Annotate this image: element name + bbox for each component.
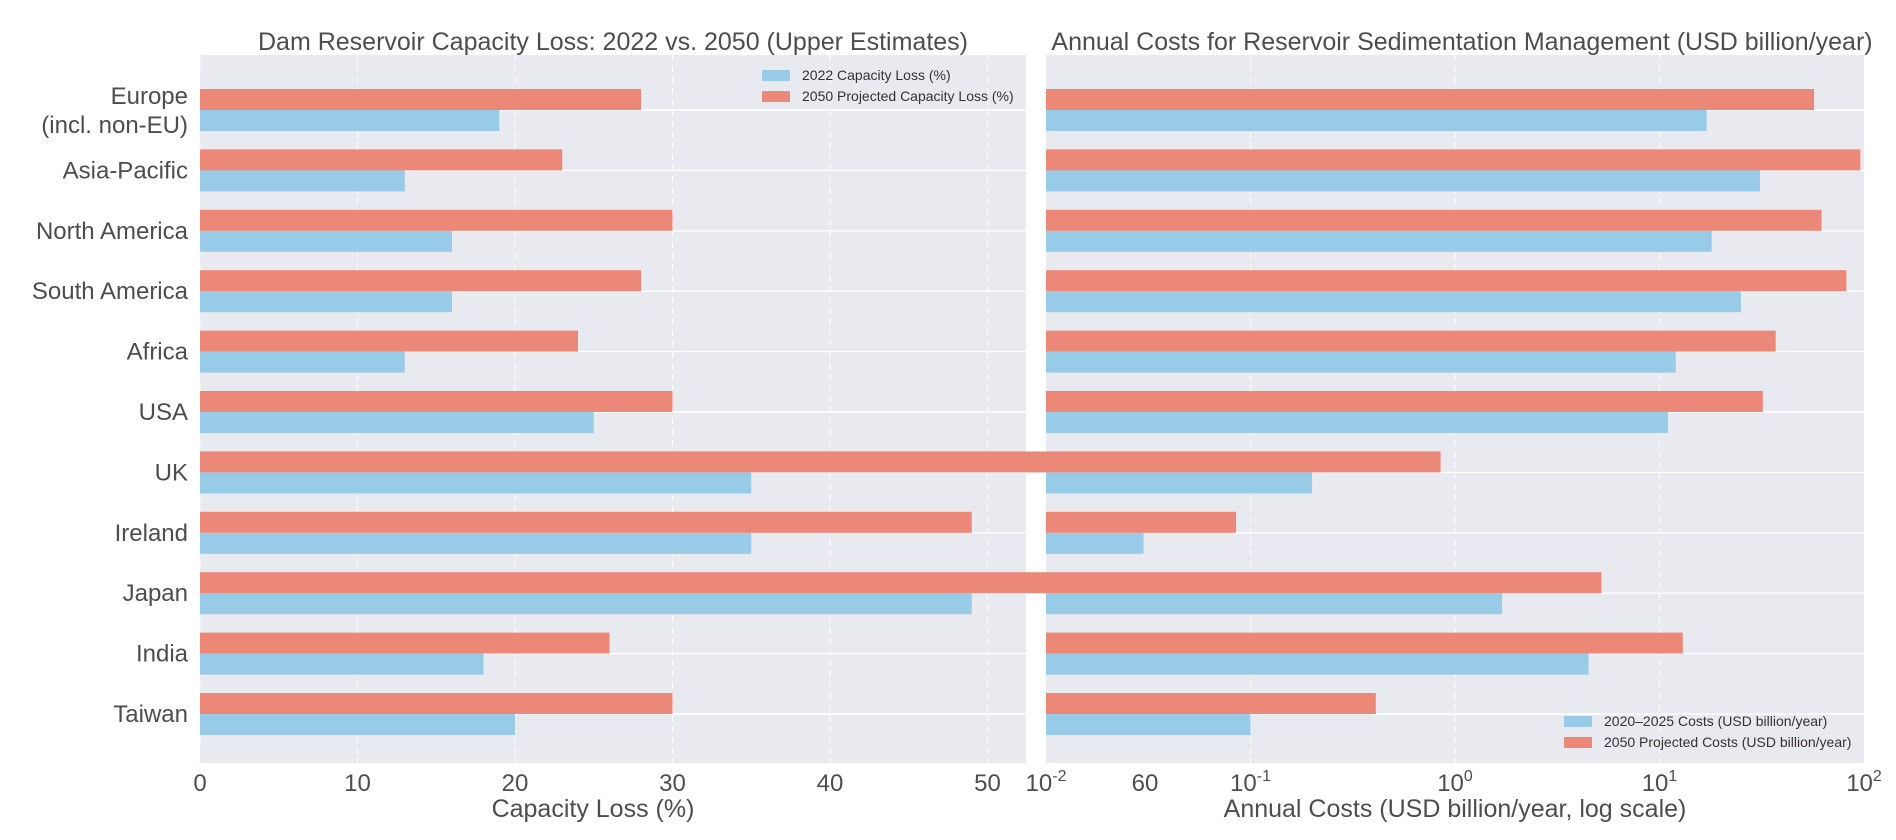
- bar-2050: [200, 451, 1145, 473]
- x-tick-label: 50: [974, 770, 1001, 797]
- bar-2050: [200, 572, 1145, 594]
- bar-2022: [200, 110, 500, 131]
- bar-2050: [200, 632, 610, 654]
- legend-swatch: [762, 70, 790, 81]
- bar-2050: [1046, 209, 1822, 231]
- bar-2050: [1046, 270, 1847, 292]
- legend-swatch: [762, 91, 790, 102]
- chart-title: Dam Reservoir Capacity Loss: 2022 vs. 20…: [258, 28, 968, 56]
- legend-swatch: [1564, 716, 1592, 727]
- bar-2022: [200, 412, 594, 433]
- bar-2020-2025: [1046, 291, 1741, 313]
- category-label: India: [136, 641, 189, 668]
- bar-2020-2025: [1046, 110, 1707, 131]
- x-axis-label: Annual Costs (USD billion/year, log scal…: [1224, 795, 1687, 823]
- bar-2050: [200, 511, 972, 533]
- bar-2020-2025: [1046, 351, 1676, 373]
- bar-2050: [1046, 149, 1861, 171]
- bar-2022: [200, 532, 752, 554]
- x-tick-label: 60: [1132, 770, 1159, 797]
- annual-costs-chart: 10-2 10-1 100 101 102 Annual Costs for Reser…: [1026, 28, 1882, 823]
- x-tick-label: 20: [502, 770, 529, 797]
- category-label: Asia-Pacific: [63, 157, 188, 184]
- bar-2022: [200, 472, 752, 494]
- bar-2050: [200, 149, 563, 171]
- capacity-loss-chart: 0 10 20 30 40 50 60 Europe (incl. non-EU) Asia-P…: [32, 28, 1158, 823]
- x-tick-label: 10: [344, 770, 371, 797]
- bar-2022: [200, 230, 452, 252]
- bar-2022: [200, 291, 452, 313]
- legend-label: 2020–2025 Costs (USD billion/year): [1604, 713, 1827, 729]
- legend: 2022 Capacity Loss (%) 2050 Projected Ca…: [762, 67, 1014, 104]
- bar-2022: [200, 351, 405, 373]
- bar-2050: [1046, 330, 1776, 352]
- bar-2020-2025: [1046, 412, 1668, 433]
- x-axis-label: Capacity Loss (%): [492, 795, 695, 823]
- category-label: UK: [155, 459, 188, 486]
- legend: 2020–2025 Costs (USD billion/year) 2050 …: [1564, 713, 1851, 750]
- bar-2020-2025: [1046, 714, 1251, 735]
- legend-label: 2050 Projected Capacity Loss (%): [802, 88, 1014, 104]
- category-label: Europe (incl. non-EU): [41, 83, 188, 139]
- bar-2022: [200, 170, 405, 192]
- bar-2022: [200, 653, 484, 675]
- bar-2050: [200, 209, 673, 231]
- bar-2050: [1046, 572, 1602, 594]
- bar-2020-2025: [1046, 230, 1712, 252]
- category-label: North America: [36, 218, 189, 245]
- bar-2050: [1046, 391, 1763, 412]
- bar-2050: [200, 693, 673, 714]
- legend-label: 2022 Capacity Loss (%): [802, 67, 951, 83]
- category-label: Ireland: [115, 520, 188, 547]
- bar-2050: [1046, 693, 1376, 714]
- category-label: Africa: [127, 339, 189, 366]
- bar-2050: [200, 391, 673, 412]
- category-label: Taiwan: [113, 701, 188, 728]
- bar-2050: [200, 89, 641, 110]
- chart-title: Annual Costs for Reservoir Sedimentation…: [1051, 28, 1872, 56]
- legend-swatch: [1564, 737, 1592, 748]
- bar-2020-2025: [1046, 653, 1589, 675]
- category-label: South America: [32, 278, 189, 305]
- bar-2022: [200, 714, 515, 735]
- legend-label: 2050 Projected Costs (USD billion/year): [1604, 734, 1851, 750]
- bar-2022: [200, 593, 972, 615]
- x-tick-label: 40: [817, 770, 844, 797]
- category-label: USA: [139, 399, 188, 426]
- bar-2050: [1046, 511, 1237, 533]
- x-tick-label: 30: [659, 770, 686, 797]
- bar-2050: [1046, 632, 1683, 654]
- category-label: Japan: [123, 580, 188, 607]
- bar-2020-2025: [1046, 532, 1144, 554]
- bar-2050: [1046, 451, 1441, 473]
- bar-2020-2025: [1046, 593, 1503, 615]
- x-tick-label: 0: [193, 770, 206, 797]
- x-tick-label: 10-2: [1026, 768, 1067, 797]
- bar-2050: [200, 330, 578, 352]
- bar-2050: [200, 270, 641, 292]
- bar-2020-2025: [1046, 472, 1313, 494]
- bar-2020-2025: [1046, 170, 1760, 192]
- bar-2050: [1046, 89, 1815, 110]
